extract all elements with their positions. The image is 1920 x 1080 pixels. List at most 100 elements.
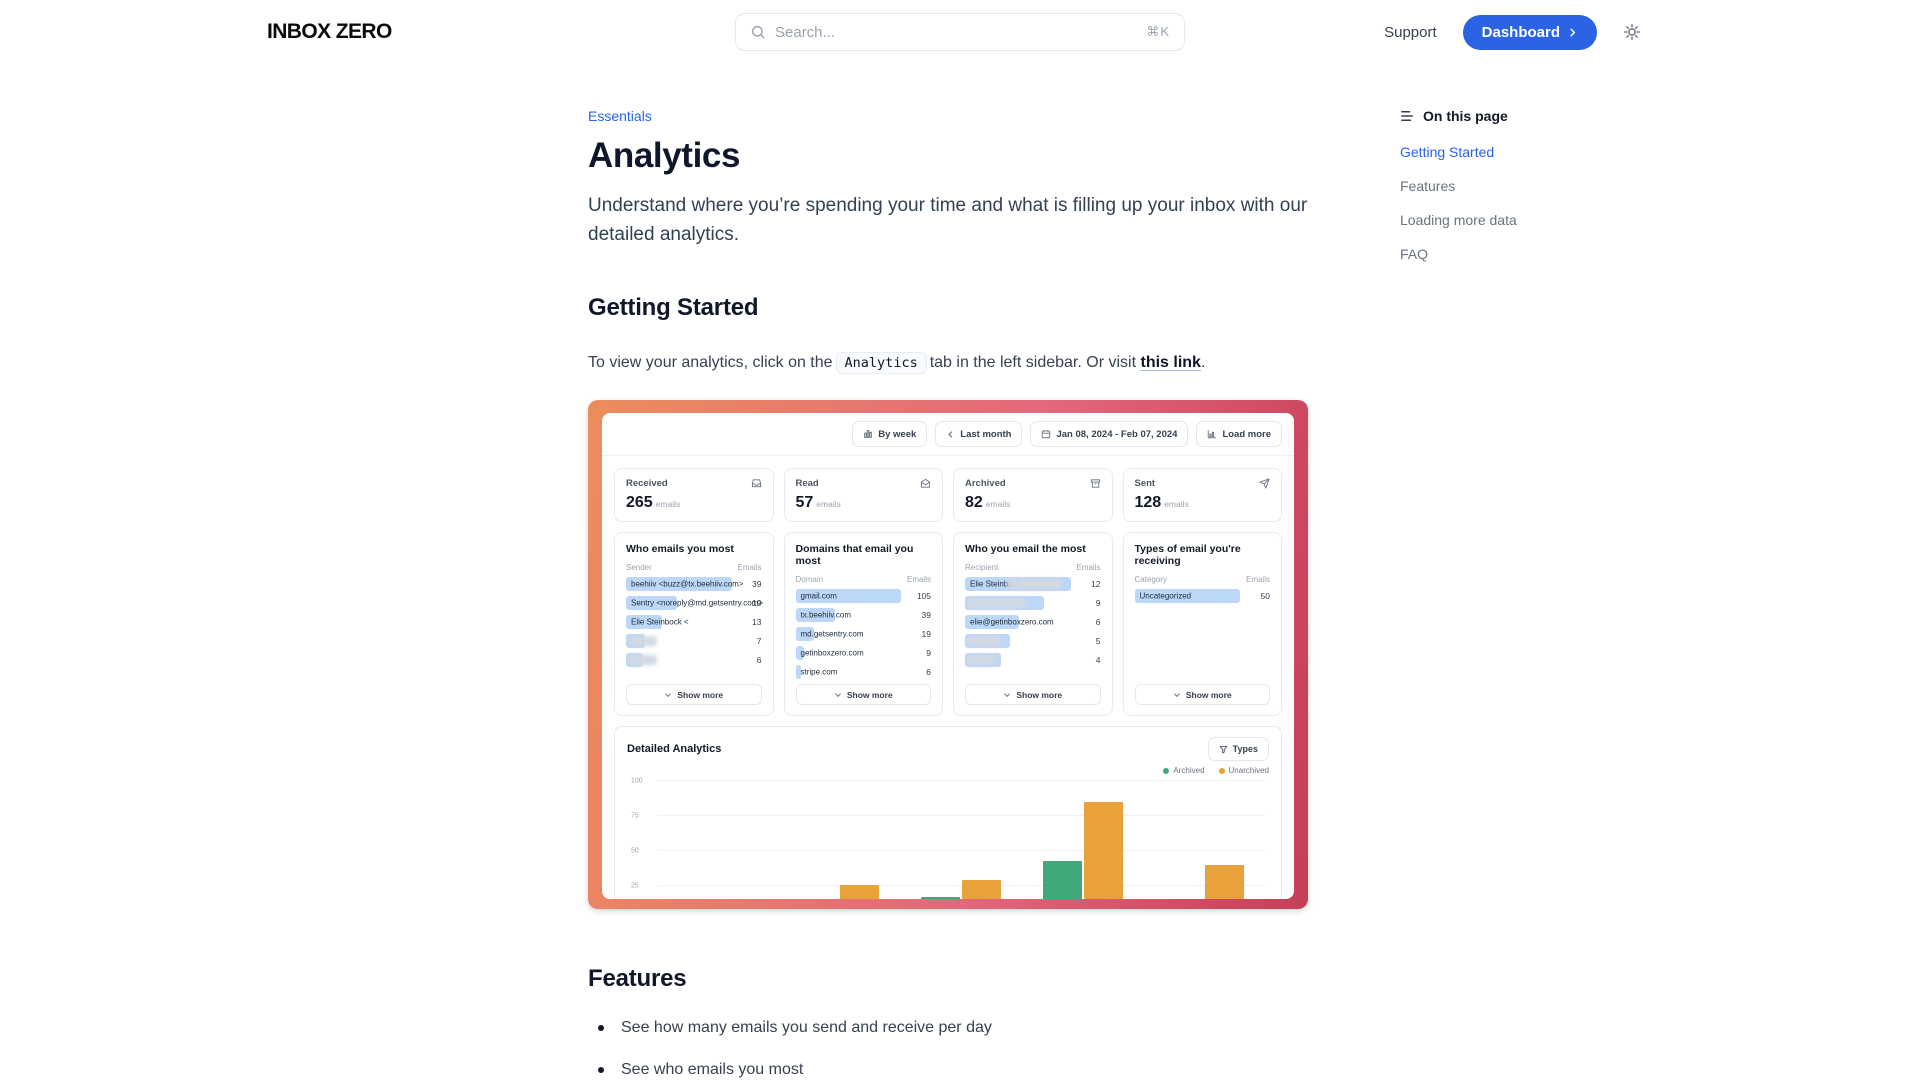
table-row: beehiiv <buzz@tx.beehiiv.com> 39 [626, 577, 762, 591]
table-row: Elie Steinbock 12 [965, 577, 1101, 591]
row-value: 12 [1091, 579, 1101, 589]
row-label: elie@getinboxzero.com [970, 617, 1054, 627]
redacted-text [967, 655, 997, 665]
heading-getting-started: Getting Started [588, 294, 759, 321]
table-title: Domains that email you most [795, 543, 914, 567]
show-more-button: Show more [965, 684, 1101, 705]
stat-unit: emails [816, 499, 841, 509]
on-this-page: On this page Getting Started Features Lo… [1400, 108, 1590, 280]
toc-link-faq[interactable]: FAQ [1400, 246, 1429, 262]
logo[interactable]: INBOX ZERO [267, 20, 392, 43]
legend-dot [1218, 767, 1225, 774]
stat-value: 57 [795, 494, 814, 511]
search-bar[interactable]: ⌘K [735, 13, 1185, 51]
inline-code: Analytics [835, 352, 927, 374]
detailed-analytics-title: Detailed Analytics [627, 743, 722, 755]
sun-icon [1623, 23, 1641, 41]
columns-icon [863, 429, 873, 439]
dashboard-button[interactable]: Dashboard [1462, 14, 1597, 50]
by-week-label: By week [878, 428, 917, 440]
table-row: md.getsentry.com 19 [795, 627, 931, 641]
table-who-you-email-the-most: Who you email the most Recipient Emails Eli… [953, 532, 1113, 716]
row-label: beehiiv <buzz@tx.beehiiv.com> [631, 579, 744, 589]
toc-link-getting-started[interactable]: Getting Started [1400, 144, 1495, 160]
redacted-text [628, 636, 658, 646]
toc-link-features[interactable]: Features [1400, 178, 1456, 194]
search-input[interactable] [775, 23, 1138, 41]
row-label: Elie Steinbock [970, 579, 1021, 589]
bar-group: Jan 21, 2024 [903, 781, 1019, 899]
table-row: elie@getinboxzero.com 6 [965, 615, 1101, 629]
bar-unarchived [961, 880, 1001, 899]
stat-value: 265 [626, 494, 653, 511]
stats-row: Received 265 emails Read 57 emails [614, 468, 1282, 522]
row-label: Uncategorized [1139, 591, 1192, 601]
theme-toggle-button[interactable] [1623, 23, 1641, 41]
y-tick-label: 75 [631, 812, 639, 820]
highlight-bar [795, 608, 835, 622]
page-title: Analytics [588, 136, 741, 175]
row-label: Sentry <noreply@md.getsentry.com> [631, 598, 764, 608]
redacted-text [967, 636, 1001, 646]
table-row: getinboxzero.com 9 [795, 646, 931, 660]
row-value: 19 [921, 629, 931, 639]
stat-label: Read [795, 478, 819, 489]
row-value: 105 [916, 591, 931, 601]
legend-item: Archived [1163, 766, 1205, 775]
table-header: Domain Emails [795, 575, 932, 584]
show-more-button: Show more [795, 684, 931, 705]
legend-dot [1163, 767, 1170, 774]
stat-label: Sent [1134, 478, 1156, 489]
date-range-button: Jan 08, 2024 - Feb 07, 2024 [1030, 421, 1189, 447]
y-tick-label: 25 [631, 882, 639, 890]
row-value: 50 [1260, 591, 1270, 601]
list-lines-icon [1400, 110, 1414, 122]
highlight-bar [795, 665, 802, 679]
detailed-analytics-card: Detailed Analytics Types Archived Unarchi… [614, 726, 1282, 899]
dashboard-button-label: Dashboard [1481, 23, 1560, 41]
row-value: 4 [1095, 655, 1101, 665]
table-row: 5 [965, 634, 1101, 648]
gridline [657, 780, 1265, 781]
bar-archived [1042, 861, 1082, 899]
tables-row: Who emails you most Sender Emails beehiiv <… [614, 532, 1282, 716]
redacted-text [628, 655, 658, 665]
table-row: Elie Steinbock < 13 [626, 615, 762, 629]
highlight-bar [626, 596, 678, 610]
toc-link-loading-more-data[interactable]: Loading more data [1400, 212, 1517, 228]
load-more-button: Load more [1196, 421, 1282, 447]
row-value: 6 [926, 667, 931, 677]
row-value: 19 [752, 598, 762, 608]
row-value: 39 [921, 610, 931, 620]
row-value: 7 [756, 636, 762, 646]
top-nav: INBOX ZERO ⌘K Support Dashboard [0, 0, 1920, 64]
date-range-label: Jan 08, 2024 - Feb 07, 2024 [1056, 428, 1178, 440]
table-row: 7 [626, 634, 762, 648]
table-who-emails-you-most: Who emails you most Sender Emails beehiiv <… [614, 532, 774, 716]
table-row: 4 [965, 653, 1101, 667]
types-filter-button: Types [1207, 737, 1269, 761]
gridline [657, 885, 1265, 886]
bar-group: Jan 07, 2024 [660, 781, 776, 899]
by-week-button: By week [852, 421, 928, 447]
support-link[interactable]: Support [1384, 23, 1437, 41]
show-more-button: Show more [1134, 684, 1270, 705]
getting-started-paragraph: To view your analytics, click on the Anal… [588, 350, 1308, 376]
this-link[interactable]: this link [1140, 354, 1201, 371]
gridline [657, 815, 1265, 816]
list-item: See how many emails you send and receive… [588, 1017, 1308, 1039]
highlight-bar [795, 589, 902, 603]
page-description: Understand where you’re spending your ti… [588, 195, 1308, 245]
last-month-label: Last month [960, 428, 1012, 440]
bar-group: Jan 14, 2024 [782, 781, 898, 899]
table-domains-that-email-you-most: Domains that email you most Domain Emails g… [783, 532, 943, 716]
stat-card-archived: Archived 82 emails [953, 468, 1113, 522]
stat-value: 128 [1134, 494, 1162, 511]
redacted-text [967, 598, 1027, 608]
stat-value: 82 [965, 494, 983, 511]
row-value: 39 [752, 579, 762, 589]
search-icon [750, 24, 766, 40]
highlight-bar [626, 615, 662, 629]
breadcrumb[interactable]: Essentials [588, 108, 652, 124]
calendar-icon [1041, 429, 1051, 439]
